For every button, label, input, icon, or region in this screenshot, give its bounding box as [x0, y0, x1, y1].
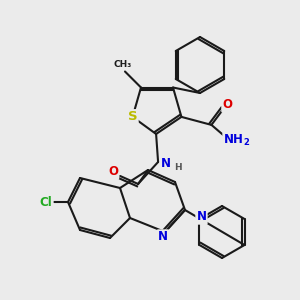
Text: O: O: [222, 98, 233, 111]
Text: N: N: [158, 230, 168, 244]
Text: 2: 2: [243, 138, 249, 147]
Text: NH: NH: [224, 134, 243, 146]
Text: N: N: [196, 211, 206, 224]
Text: Cl: Cl: [40, 196, 52, 208]
Text: O: O: [108, 166, 118, 178]
Text: N: N: [161, 158, 171, 170]
Text: H: H: [174, 164, 182, 172]
Text: CH₃: CH₃: [114, 59, 132, 68]
Text: S: S: [128, 110, 137, 123]
